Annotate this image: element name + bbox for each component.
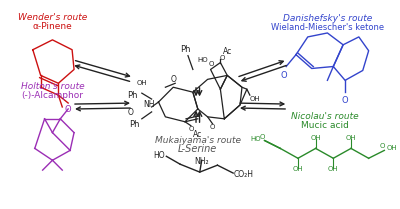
Text: HO: HO bbox=[153, 151, 164, 160]
Text: α-Pinene: α-Pinene bbox=[32, 22, 72, 31]
Text: Danishefsky's route: Danishefsky's route bbox=[283, 14, 372, 23]
Text: OH: OH bbox=[293, 166, 303, 172]
Text: Wender's route: Wender's route bbox=[18, 13, 87, 22]
Text: CO₂H: CO₂H bbox=[234, 169, 254, 178]
Text: O: O bbox=[380, 143, 385, 149]
Text: OH: OH bbox=[136, 80, 147, 86]
Text: HO: HO bbox=[251, 136, 262, 141]
Text: (-)-Alcamphor: (-)-Alcamphor bbox=[22, 91, 84, 100]
Text: OH: OH bbox=[386, 145, 397, 151]
Text: L-Serine: L-Serine bbox=[178, 144, 218, 154]
Text: Ph: Ph bbox=[127, 91, 137, 100]
Text: O: O bbox=[170, 75, 176, 84]
Text: NH: NH bbox=[143, 101, 154, 110]
Text: O: O bbox=[342, 96, 348, 105]
Text: O: O bbox=[209, 61, 214, 67]
Text: Ph: Ph bbox=[129, 120, 139, 129]
Text: HO: HO bbox=[197, 57, 208, 63]
Text: O: O bbox=[188, 126, 194, 132]
Text: O: O bbox=[128, 108, 134, 117]
Text: Mucic acid: Mucic acid bbox=[300, 121, 348, 130]
Text: Ph: Ph bbox=[180, 45, 190, 54]
Text: OH: OH bbox=[346, 135, 356, 141]
Text: Holton's route: Holton's route bbox=[21, 82, 84, 91]
Text: OH: OH bbox=[328, 166, 339, 172]
Text: O: O bbox=[260, 134, 265, 140]
Text: NH₂: NH₂ bbox=[194, 157, 209, 166]
Text: O: O bbox=[281, 71, 288, 80]
Text: OH: OH bbox=[310, 135, 321, 141]
Text: O: O bbox=[210, 124, 215, 130]
Text: O: O bbox=[65, 105, 72, 114]
Text: Ac: Ac bbox=[193, 130, 202, 139]
Text: Mukaiyama's route: Mukaiyama's route bbox=[155, 136, 241, 145]
Text: Wieland-Miescher's ketone: Wieland-Miescher's ketone bbox=[271, 23, 384, 32]
Text: Nicolau's route: Nicolau's route bbox=[291, 112, 358, 121]
Text: O: O bbox=[220, 55, 225, 61]
Text: Ac: Ac bbox=[223, 47, 232, 56]
Text: OH: OH bbox=[250, 96, 260, 102]
